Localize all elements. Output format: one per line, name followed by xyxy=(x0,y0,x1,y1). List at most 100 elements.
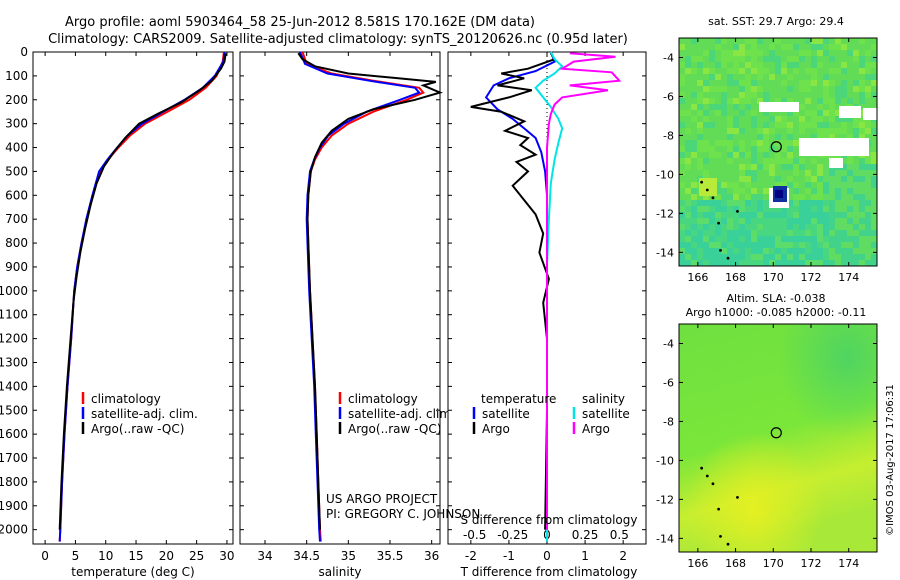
sst-cell xyxy=(763,206,769,212)
sst-cell xyxy=(721,44,727,50)
sst-cell xyxy=(715,140,721,146)
sst-cell xyxy=(691,122,697,128)
sst-cell xyxy=(805,110,811,116)
sst-cell xyxy=(787,74,793,80)
sst-cell xyxy=(685,116,691,122)
sst-cell xyxy=(871,98,877,104)
sst-cell xyxy=(859,80,865,86)
sst-cell xyxy=(817,92,823,98)
sst-cell xyxy=(859,212,865,218)
sst-cell xyxy=(739,92,745,98)
sst-cell xyxy=(727,128,733,134)
sst-cell xyxy=(745,206,751,212)
sst-cell xyxy=(769,236,775,242)
sst-cell xyxy=(757,194,763,200)
sst-cell xyxy=(799,134,805,140)
sst-cell xyxy=(739,104,745,110)
sst-cell xyxy=(865,206,871,212)
sst-cell xyxy=(679,170,685,176)
sst-cell xyxy=(733,134,739,140)
sst-cell xyxy=(703,68,709,74)
sst-cell xyxy=(745,110,751,116)
sst-cell xyxy=(763,200,769,206)
sst-cell xyxy=(775,110,781,116)
sst-cell xyxy=(817,128,823,134)
sst-cell xyxy=(787,92,793,98)
sst-cell xyxy=(835,176,841,182)
legend-label: satellite xyxy=(582,407,630,421)
sst-cell xyxy=(715,218,721,224)
sst-cell xyxy=(823,158,829,164)
sst-cell xyxy=(697,260,703,266)
sst-cell xyxy=(703,134,709,140)
sst-cell xyxy=(739,110,745,116)
footer-credits: US ARGO PROJECT PI: GREGORY C. JOHNSON xyxy=(326,492,480,521)
sst-cell xyxy=(793,38,799,44)
sst-cell xyxy=(817,116,823,122)
warm-patch xyxy=(699,178,717,196)
sst-cell xyxy=(793,98,799,104)
sst-cell xyxy=(829,248,835,254)
sst-cell xyxy=(751,200,757,206)
sst-cell xyxy=(721,188,727,194)
sst-cell xyxy=(817,56,823,62)
sst-cell xyxy=(787,158,793,164)
sst-cell xyxy=(709,230,715,236)
sst-cell xyxy=(835,224,841,230)
y-tick-label: 700 xyxy=(5,212,28,226)
sst-cell xyxy=(823,134,829,140)
sst-cell xyxy=(853,92,859,98)
sst-cell xyxy=(745,146,751,152)
sst-cell xyxy=(811,116,817,122)
sst-cell xyxy=(871,188,877,194)
sst-cell xyxy=(805,104,811,110)
sst-cell xyxy=(763,254,769,260)
legend-label: Argo(..raw -QC) xyxy=(348,422,441,436)
sst-cell xyxy=(757,86,763,92)
sst-cell xyxy=(751,116,757,122)
sst-cell xyxy=(793,50,799,56)
sst-cell xyxy=(745,68,751,74)
sst-cell xyxy=(811,38,817,44)
sst-cell xyxy=(709,152,715,158)
sst-cell xyxy=(691,44,697,50)
sst-cell xyxy=(775,218,781,224)
sst-cell xyxy=(733,170,739,176)
sst-cell xyxy=(853,200,859,206)
y-tick-label: 400 xyxy=(5,141,28,155)
sst-cell xyxy=(793,122,799,128)
sst-cell xyxy=(727,176,733,182)
sst-cell xyxy=(679,44,685,50)
sst-cell xyxy=(871,104,877,110)
sst-cell xyxy=(841,74,847,80)
sst-cell xyxy=(697,248,703,254)
sst-cell xyxy=(691,260,697,266)
sst-cell xyxy=(799,206,805,212)
sst-cell xyxy=(787,128,793,134)
legend-label: Argo xyxy=(482,422,510,436)
sst-cell xyxy=(787,254,793,260)
sst-cell xyxy=(871,86,877,92)
sst-cell xyxy=(817,230,823,236)
sst-cell xyxy=(709,164,715,170)
sst-cell xyxy=(733,248,739,254)
sst-cell xyxy=(871,248,877,254)
sst-cell xyxy=(751,170,757,176)
sst-cell xyxy=(835,200,841,206)
sst-cell xyxy=(805,158,811,164)
sst-cell xyxy=(853,68,859,74)
sst-cell xyxy=(829,116,835,122)
sst-cell xyxy=(811,260,817,266)
sst-cell xyxy=(847,218,853,224)
sst-cell xyxy=(757,44,763,50)
sst-cell xyxy=(679,74,685,80)
sst-cell xyxy=(727,110,733,116)
sst-cell xyxy=(835,116,841,122)
imos-timestamp: ©IMOS 03-Aug-2017 17:06:31 xyxy=(885,384,896,536)
sst-cell xyxy=(727,140,733,146)
sst-cell xyxy=(805,92,811,98)
sst-cell xyxy=(769,92,775,98)
sst-cell xyxy=(685,170,691,176)
sst-cell xyxy=(709,260,715,266)
series-s-satellite xyxy=(534,51,564,542)
